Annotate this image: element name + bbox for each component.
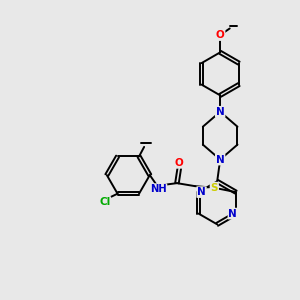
Text: N: N — [216, 154, 224, 165]
Text: N: N — [197, 187, 206, 197]
Text: N: N — [216, 107, 224, 117]
Text: S: S — [211, 183, 218, 193]
Text: O: O — [175, 158, 184, 168]
Text: O: O — [216, 30, 224, 40]
Text: N: N — [228, 208, 237, 219]
Text: Cl: Cl — [99, 197, 110, 207]
Text: NH: NH — [150, 184, 166, 194]
